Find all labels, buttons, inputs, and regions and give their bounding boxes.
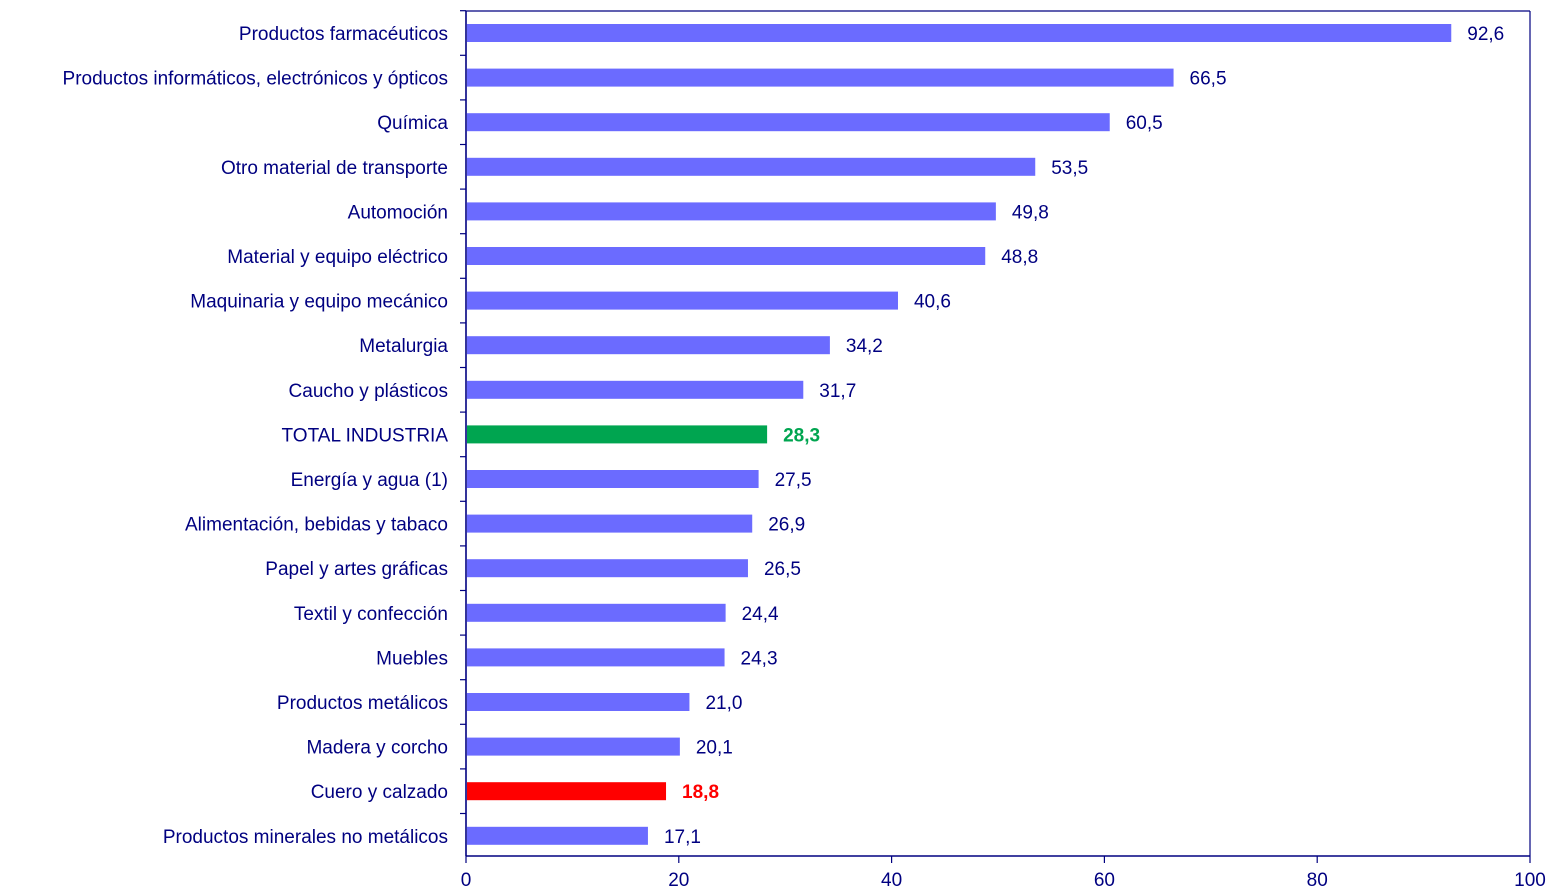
value-label: 31,7 bbox=[819, 381, 856, 402]
category-label: Maquinaria y equipo mecánico bbox=[190, 292, 448, 313]
value-label: 92,6 bbox=[1467, 24, 1504, 45]
value-labels: 92,6 66,5 60,5 53,5 49,8 48,8 40,6 34,2 31,7 28,3… bbox=[664, 24, 1504, 848]
bar bbox=[467, 291, 898, 310]
bar bbox=[467, 737, 680, 756]
bar bbox=[467, 470, 759, 488]
bars-group bbox=[467, 24, 1452, 845]
bar bbox=[467, 68, 1174, 87]
category-label: TOTAL INDUSTRIA bbox=[282, 425, 449, 446]
category-label: Productos farmacéuticos bbox=[239, 24, 448, 45]
category-label: Material y equipo eléctrico bbox=[227, 247, 448, 268]
bar bbox=[467, 514, 753, 533]
category-label: Madera y corcho bbox=[306, 738, 448, 759]
value-label: 49,8 bbox=[1012, 202, 1049, 223]
bar bbox=[467, 202, 996, 221]
category-label: Alimentación, bebidas y tabaco bbox=[185, 515, 448, 536]
x-tick-label: 20 bbox=[668, 870, 689, 891]
category-label: Química bbox=[377, 113, 448, 134]
category-labels: Productos farmacéuticos Productos informá… bbox=[63, 24, 449, 848]
category-label: Metalurgia bbox=[359, 336, 448, 357]
plot-frame bbox=[466, 10, 1531, 856]
bar bbox=[467, 782, 667, 801]
bar bbox=[467, 157, 1036, 176]
category-label: Productos metálicos bbox=[277, 693, 448, 714]
value-label: 66,5 bbox=[1190, 69, 1227, 90]
axes-group: 0 20 40 60 80 100 bbox=[460, 10, 1546, 891]
category-label: Papel y artes gráficas bbox=[265, 559, 448, 580]
value-label: 53,5 bbox=[1051, 158, 1088, 179]
bar bbox=[467, 247, 986, 265]
bar bbox=[467, 336, 830, 355]
value-label: 17,1 bbox=[664, 827, 701, 848]
value-label: 26,5 bbox=[764, 559, 801, 580]
value-label: 26,9 bbox=[768, 515, 805, 536]
bar bbox=[467, 648, 725, 667]
bar bbox=[467, 693, 690, 711]
x-tick-label: 100 bbox=[1514, 870, 1546, 891]
bar bbox=[467, 559, 748, 578]
value-label: 24,4 bbox=[742, 604, 779, 625]
category-label: Productos informáticos, electrónicos y ó… bbox=[63, 69, 448, 90]
x-tick-label: 40 bbox=[881, 870, 902, 891]
category-label: Muebles bbox=[376, 648, 448, 669]
category-label: Productos minerales no metálicos bbox=[163, 827, 448, 848]
category-label: Cuero y calzado bbox=[311, 782, 448, 803]
category-label: Caucho y plásticos bbox=[289, 381, 448, 402]
x-tick-label: 60 bbox=[1094, 870, 1115, 891]
value-label: 20,1 bbox=[696, 738, 733, 759]
bar bbox=[467, 603, 726, 622]
value-label: 27,5 bbox=[775, 470, 812, 491]
value-label: 21,0 bbox=[705, 693, 742, 714]
x-tick-label: 0 bbox=[461, 870, 472, 891]
value-label: 60,5 bbox=[1126, 113, 1163, 134]
bar bbox=[467, 113, 1110, 132]
value-label: 24,3 bbox=[741, 648, 778, 669]
value-label: 40,6 bbox=[914, 292, 951, 313]
value-label: 18,8 bbox=[682, 782, 719, 803]
bar bbox=[467, 425, 768, 444]
bar bbox=[467, 826, 648, 845]
bar bbox=[467, 380, 804, 399]
category-label: Automoción bbox=[348, 202, 448, 223]
value-label: 48,8 bbox=[1001, 247, 1038, 268]
category-label: Energía y agua (1) bbox=[291, 470, 448, 491]
value-label: 28,3 bbox=[783, 425, 820, 446]
bar bbox=[467, 24, 1452, 42]
category-label: Otro material de transporte bbox=[221, 158, 448, 179]
value-label: 34,2 bbox=[846, 336, 883, 357]
category-label: Textil y confección bbox=[294, 604, 448, 625]
x-tick-label: 80 bbox=[1307, 870, 1328, 891]
